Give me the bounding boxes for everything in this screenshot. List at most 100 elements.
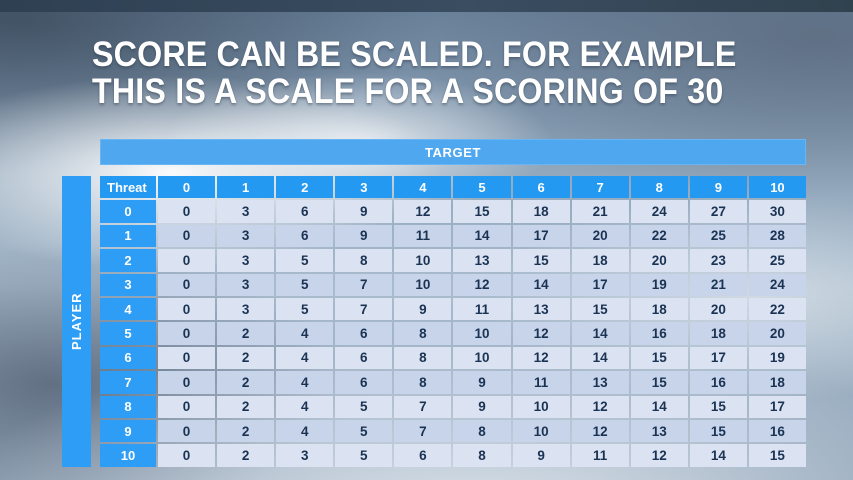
table-cell: 15 xyxy=(689,395,747,418)
row-header-cell: 7 xyxy=(100,371,156,394)
table-cell: 2 xyxy=(217,444,275,467)
table-cell: 4 xyxy=(276,419,334,443)
slide-title-line2: THIS IS A SCALE FOR A SCORING OF 30 xyxy=(92,72,724,111)
table-cell: 20 xyxy=(630,249,688,272)
row-header-cell: 0 xyxy=(100,200,156,223)
table-cell: 6 xyxy=(276,224,334,248)
table-cell: 3 xyxy=(217,297,275,321)
row-header-cell: 4 xyxy=(100,297,156,321)
scoring-grid: Threat 0 1 2 3 4 5 6 7 8 9 10 0 0 3 6 9 12 15 18 21 24 27 30 1 0 3… xyxy=(100,176,806,467)
table-cell: 15 xyxy=(689,419,747,443)
table-cell: 27 xyxy=(689,200,747,223)
table-cell: 13 xyxy=(512,297,570,321)
table-cell: 20 xyxy=(571,224,629,248)
table-cell: 20 xyxy=(689,297,747,321)
table-cell: 14 xyxy=(571,346,629,370)
table-cell: 13 xyxy=(630,419,688,443)
table-cell: 17 xyxy=(571,273,629,296)
table-cell: 2 xyxy=(217,419,275,443)
table-cell: 9 xyxy=(453,395,511,418)
table-cell: 0 xyxy=(158,444,216,467)
column-header-cell: 1 xyxy=(217,176,275,199)
table-cell: 17 xyxy=(512,224,570,248)
row-header-cell: 5 xyxy=(100,322,156,345)
table-cell: 5 xyxy=(335,419,393,443)
target-label: TARGET xyxy=(424,144,482,160)
column-header-cell: 2 xyxy=(276,176,334,199)
table-cell: 4 xyxy=(276,395,334,418)
table-cell: 2 xyxy=(217,395,275,418)
table-cell: 6 xyxy=(335,371,393,394)
table-cell: 19 xyxy=(630,273,688,296)
table-cell: 10 xyxy=(394,249,452,272)
table-cell: 14 xyxy=(453,224,511,248)
table-cell: 15 xyxy=(630,346,688,370)
table-cell: 18 xyxy=(571,249,629,272)
table-cell: 10 xyxy=(394,273,452,296)
table-cell: 10 xyxy=(512,395,570,418)
column-header-cell: 7 xyxy=(571,176,629,199)
column-header-cell: 0 xyxy=(158,176,216,199)
table-cell: 8 xyxy=(453,419,511,443)
table-cell: 25 xyxy=(689,224,747,248)
table-cell: 7 xyxy=(394,395,452,418)
column-header-cell: 4 xyxy=(394,176,452,199)
table-cell: 21 xyxy=(689,273,747,296)
table-cell: 12 xyxy=(571,419,629,443)
table-cell: 6 xyxy=(276,200,334,223)
table-cell: 13 xyxy=(571,371,629,394)
table-cell: 8 xyxy=(394,322,452,345)
table-cell: 3 xyxy=(217,224,275,248)
table-cell: 5 xyxy=(335,444,393,467)
table-cell: 13 xyxy=(453,249,511,272)
table-cell: 4 xyxy=(276,322,334,345)
table-cell: 0 xyxy=(158,346,216,370)
table-cell: 11 xyxy=(571,444,629,467)
table-cell: 2 xyxy=(217,322,275,345)
table-cell: 6 xyxy=(394,444,452,467)
table-cell: 10 xyxy=(512,419,570,443)
row-header-cell: 3 xyxy=(100,273,156,296)
table-cell: 10 xyxy=(453,322,511,345)
table-cell: 21 xyxy=(571,200,629,223)
table-cell: 12 xyxy=(571,395,629,418)
table-cell: 12 xyxy=(630,444,688,467)
target-header-bar: TARGET xyxy=(100,139,806,165)
column-header-cell: 9 xyxy=(689,176,747,199)
table-cell: 10 xyxy=(453,346,511,370)
row-header-cell: 1 xyxy=(100,224,156,248)
table-cell: 6 xyxy=(335,322,393,345)
table-cell: 5 xyxy=(335,395,393,418)
table-cell: 4 xyxy=(276,346,334,370)
row-header-cell: 8 xyxy=(100,395,156,418)
player-header-bar: PLAYER xyxy=(62,176,91,467)
table-cell: 14 xyxy=(630,395,688,418)
table-cell: 16 xyxy=(748,419,806,443)
corner-header-cell: Threat xyxy=(100,176,156,199)
table-cell: 0 xyxy=(158,395,216,418)
table-cell: 5 xyxy=(276,249,334,272)
table-cell: 0 xyxy=(158,200,216,223)
table-cell: 16 xyxy=(630,322,688,345)
table-cell: 3 xyxy=(217,273,275,296)
slide-title-line1: SCORE CAN BE SCALED. FOR EXAMPLE xyxy=(92,35,737,74)
table-cell: 25 xyxy=(748,249,806,272)
table-cell: 5 xyxy=(276,273,334,296)
table-cell: 9 xyxy=(394,297,452,321)
table-cell: 0 xyxy=(158,249,216,272)
table-cell: 18 xyxy=(630,297,688,321)
table-cell: 9 xyxy=(512,444,570,467)
table-cell: 6 xyxy=(335,346,393,370)
row-header-cell: 2 xyxy=(100,249,156,272)
table-cell: 0 xyxy=(158,297,216,321)
table-cell: 9 xyxy=(335,200,393,223)
table-cell: 24 xyxy=(630,200,688,223)
table-cell: 17 xyxy=(748,395,806,418)
table-cell: 12 xyxy=(512,346,570,370)
table-cell: 2 xyxy=(217,371,275,394)
table-cell: 0 xyxy=(158,322,216,345)
top-edge-strip xyxy=(0,0,853,12)
table-cell: 30 xyxy=(748,200,806,223)
table-cell: 11 xyxy=(512,371,570,394)
